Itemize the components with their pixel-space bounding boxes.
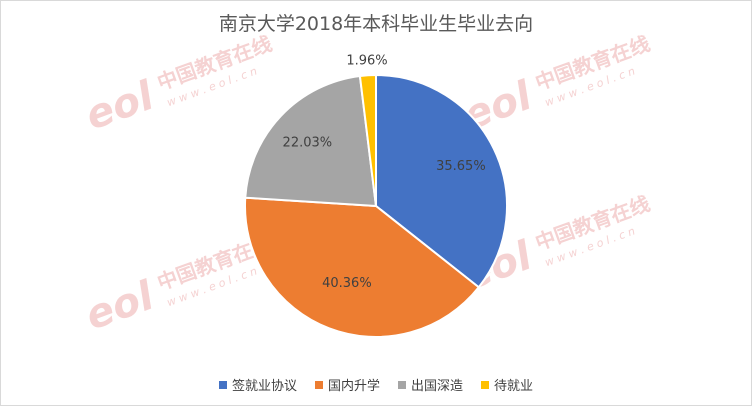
pie-slice-1[interactable] <box>375 73 508 289</box>
legend-item-4[interactable]: 待就业 <box>481 375 533 394</box>
legend-swatch <box>314 380 323 389</box>
pie-slice-2[interactable] <box>244 196 481 338</box>
data-label-4: 1.96% <box>346 54 387 69</box>
pie-slices <box>244 73 508 338</box>
legend-label: 出国深造 <box>411 379 464 394</box>
chart-legend: 签就业协议 国内升学 出国深造 待就业 <box>0 375 752 394</box>
legend-swatch <box>398 380 406 389</box>
data-label-2: 40.36% <box>322 276 372 291</box>
data-label-1: 35.65% <box>436 159 486 174</box>
legend-item-3[interactable]: 出国深造 <box>398 375 463 394</box>
legend-swatch <box>481 380 490 389</box>
chart-title: 南京大学2018年本科毕业生毕业去向 <box>218 13 534 35</box>
watermark-logo: eol <box>80 272 161 339</box>
pie-data-labels: 35.65% 40.36% 22.03% 1.96% <box>283 54 486 291</box>
data-label-3: 22.03% <box>283 135 333 150</box>
legend-item-2[interactable]: 国内升学 <box>314 375 380 394</box>
legend-item-1[interactable]: 签就业协议 <box>218 375 297 394</box>
pie-slice-4[interactable] <box>358 73 377 207</box>
legend-label: 签就业协议 <box>231 379 297 394</box>
pie-slice-3[interactable] <box>244 74 378 208</box>
watermark-logo: eol <box>80 72 161 139</box>
legend-swatch <box>218 380 227 389</box>
legend-label: 国内升学 <box>327 379 380 394</box>
legend-label: 待就业 <box>494 379 534 394</box>
